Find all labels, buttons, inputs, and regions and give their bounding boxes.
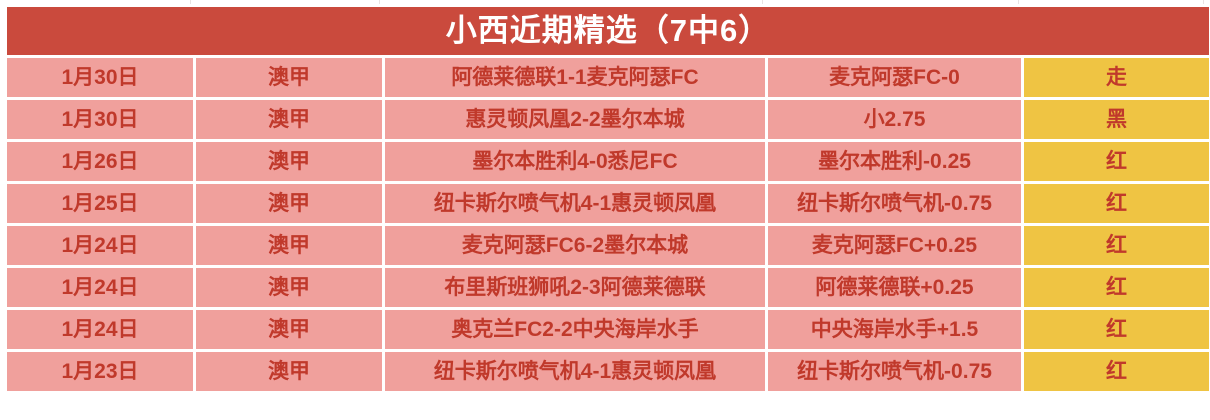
- table-row: 1月25日 澳甲 纽卡斯尔喷气机4-1惠灵顿凤凰 纽卡斯尔喷气机-0.75 红: [7, 184, 1210, 223]
- match-date-cell: 1月24日: [7, 268, 193, 307]
- league-cell: 澳甲: [196, 226, 382, 265]
- match-score-cell: 纽卡斯尔喷气机4-1惠灵顿凤凰: [385, 184, 765, 223]
- pick-cell: 麦克阿瑟FC+0.25: [768, 226, 1021, 265]
- match-score-cell: 墨尔本胜利4-0悉尼FC: [385, 142, 765, 181]
- match-score-cell: 麦克阿瑟FC6-2墨尔本城: [385, 226, 765, 265]
- table-body: 1月30日 澳甲 阿德莱德联1-1麦克阿瑟FC 麦克阿瑟FC-0 走 1月30日 澳甲 惠灵顿…: [7, 58, 1210, 391]
- table-row: 1月24日 澳甲 奥克兰FC2-2中央海岸水手 中央海岸水手+1.5 红: [7, 310, 1210, 349]
- result-badge-cell: 红: [1024, 268, 1210, 307]
- league-cell: 澳甲: [196, 310, 382, 349]
- pick-cell: 纽卡斯尔喷气机-0.75: [768, 184, 1021, 223]
- league-cell: 澳甲: [196, 100, 382, 139]
- result-badge-cell: 红: [1024, 352, 1210, 391]
- match-date-cell: 1月30日: [7, 58, 193, 97]
- league-cell: 澳甲: [196, 184, 382, 223]
- recent-picks-table: 小西近期精选（7中6） 1月30日 澳甲 阿德莱德联1-1麦克阿瑟FC 麦克阿瑟FC-…: [4, 4, 1210, 394]
- match-date-cell: 1月24日: [7, 310, 193, 349]
- pick-cell: 墨尔本胜利-0.25: [768, 142, 1021, 181]
- match-score-cell: 奥克兰FC2-2中央海岸水手: [385, 310, 765, 349]
- result-badge-cell: 走: [1024, 58, 1210, 97]
- table-row: 1月30日 澳甲 阿德莱德联1-1麦克阿瑟FC 麦克阿瑟FC-0 走: [7, 58, 1210, 97]
- table-row: 1月24日 澳甲 麦克阿瑟FC6-2墨尔本城 麦克阿瑟FC+0.25 红: [7, 226, 1210, 265]
- result-badge-cell: 红: [1024, 226, 1210, 265]
- match-date-cell: 1月24日: [7, 226, 193, 265]
- match-score-cell: 布里斯班狮吼2-3阿德莱德联: [385, 268, 765, 307]
- league-cell: 澳甲: [196, 142, 382, 181]
- league-cell: 澳甲: [196, 58, 382, 97]
- match-date-cell: 1月23日: [7, 352, 193, 391]
- pick-cell: 小2.75: [768, 100, 1021, 139]
- table-row: 1月24日 澳甲 布里斯班狮吼2-3阿德莱德联 阿德莱德联+0.25 红: [7, 268, 1210, 307]
- column-guide-strip: [0, 0, 1210, 4]
- pick-cell: 阿德莱德联+0.25: [768, 268, 1021, 307]
- result-badge-cell: 黑: [1024, 100, 1210, 139]
- league-cell: 澳甲: [196, 268, 382, 307]
- match-score-cell: 纽卡斯尔喷气机4-1惠灵顿凤凰: [385, 352, 765, 391]
- table-row: 1月26日 澳甲 墨尔本胜利4-0悉尼FC 墨尔本胜利-0.25 红: [7, 142, 1210, 181]
- result-badge-cell: 红: [1024, 142, 1210, 181]
- pick-cell: 麦克阿瑟FC-0: [768, 58, 1021, 97]
- match-date-cell: 1月25日: [7, 184, 193, 223]
- page-title: 小西近期精选（7中6）: [7, 7, 1210, 55]
- result-badge-cell: 红: [1024, 310, 1210, 349]
- match-date-cell: 1月30日: [7, 100, 193, 139]
- title-row: 小西近期精选（7中6）: [7, 7, 1210, 55]
- match-score-cell: 阿德莱德联1-1麦克阿瑟FC: [385, 58, 765, 97]
- match-date-cell: 1月26日: [7, 142, 193, 181]
- table-row: 1月23日 澳甲 纽卡斯尔喷气机4-1惠灵顿凤凰 纽卡斯尔喷气机-0.75 红: [7, 352, 1210, 391]
- table-row: 1月30日 澳甲 惠灵顿凤凰2-2墨尔本城 小2.75 黑: [7, 100, 1210, 139]
- pick-cell: 纽卡斯尔喷气机-0.75: [768, 352, 1021, 391]
- result-badge-cell: 红: [1024, 184, 1210, 223]
- match-score-cell: 惠灵顿凤凰2-2墨尔本城: [385, 100, 765, 139]
- league-cell: 澳甲: [196, 352, 382, 391]
- pick-cell: 中央海岸水手+1.5: [768, 310, 1021, 349]
